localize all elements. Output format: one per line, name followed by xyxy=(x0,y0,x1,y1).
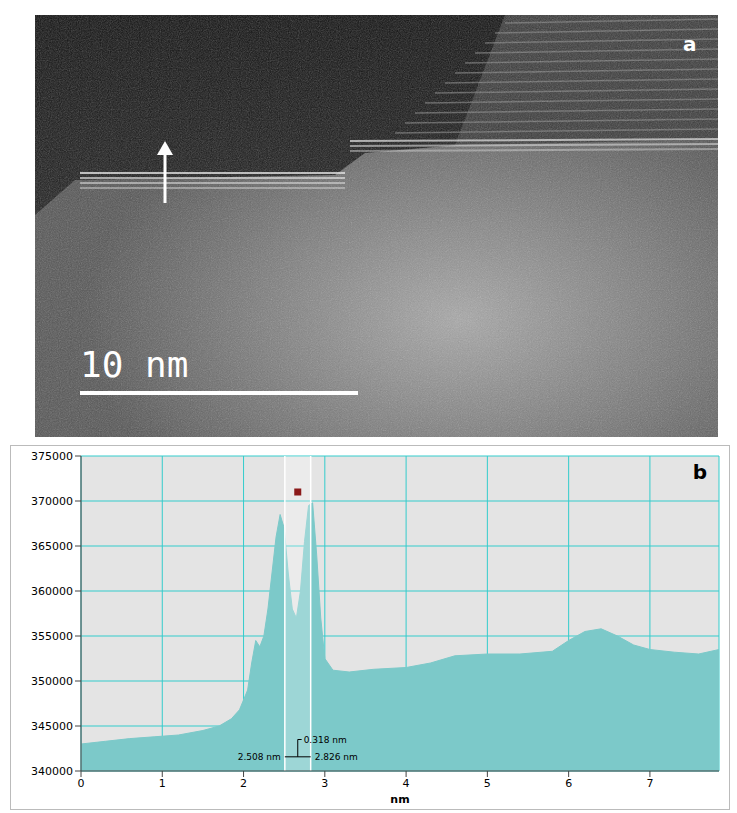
svg-text:2.826 nm: 2.826 nm xyxy=(315,752,358,762)
svg-text:350000: 350000 xyxy=(31,675,73,688)
svg-text:340000: 340000 xyxy=(31,765,73,778)
svg-text:1: 1 xyxy=(159,777,166,790)
svg-text:3: 3 xyxy=(321,777,328,790)
svg-text:5: 5 xyxy=(484,777,491,790)
svg-text:7: 7 xyxy=(646,777,653,790)
svg-text:a: a xyxy=(683,32,697,56)
svg-text:345000: 345000 xyxy=(31,720,73,733)
svg-text:6: 6 xyxy=(565,777,572,790)
svg-text:370000: 370000 xyxy=(31,495,73,508)
svg-text:4: 4 xyxy=(403,777,410,790)
svg-text:0: 0 xyxy=(78,777,85,790)
svg-text:365000: 365000 xyxy=(31,540,73,553)
svg-text:0.318 nm: 0.318 nm xyxy=(304,735,347,745)
svg-text:360000: 360000 xyxy=(31,585,73,598)
svg-text:2.508 nm: 2.508 nm xyxy=(238,752,281,762)
svg-text:10 nm: 10 nm xyxy=(80,344,188,385)
html-text:b: b xyxy=(692,460,707,484)
svg-text:2: 2 xyxy=(240,777,247,790)
svg-text:355000: 355000 xyxy=(31,630,73,643)
svg-text:nm: nm xyxy=(390,793,409,806)
svg-text:375000: 375000 xyxy=(31,450,73,463)
